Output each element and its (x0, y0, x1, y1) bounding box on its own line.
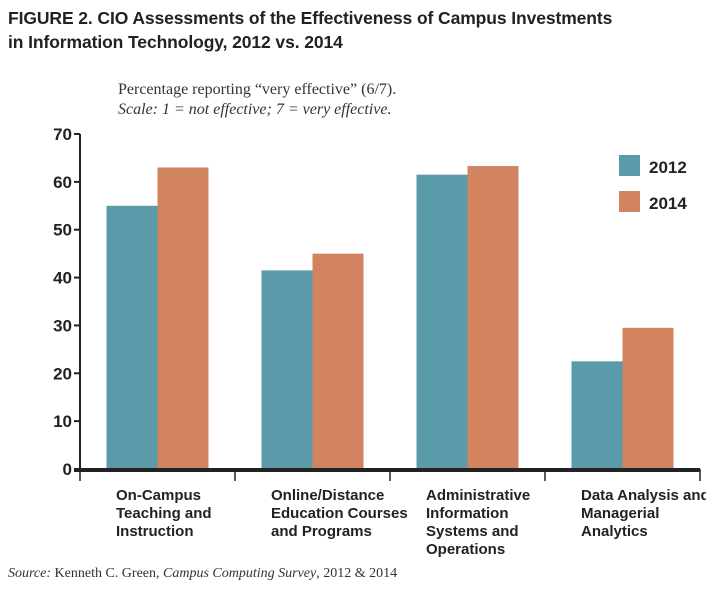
source-author: Kenneth C. Green, (51, 566, 163, 581)
chart-note-line1: Percentage reporting “very effective” (6… (118, 81, 397, 98)
bar-2014-1 (312, 253, 364, 469)
legend-label-2012: 2012 (649, 158, 687, 177)
bar-2012-3 (571, 361, 623, 469)
chart-note: Percentage reporting “very effective” (6… (118, 80, 396, 120)
figure-title: FIGURE 2. CIO Assessments of the Effecti… (8, 6, 698, 54)
y-tick-label: 50 (53, 221, 72, 240)
bar-2014-0 (157, 167, 209, 469)
y-tick-label: 0 (63, 460, 72, 479)
y-tick-label: 20 (53, 364, 72, 383)
legend-label-2014: 2014 (649, 194, 687, 213)
y-tick-label: 30 (53, 316, 72, 335)
figure-title-line1: FIGURE 2. CIO Assessments of the Effecti… (8, 8, 613, 28)
legend-swatch-2012 (619, 155, 640, 176)
x-category-label: Data Analysis and Managerial Analytics (581, 487, 706, 540)
source-label: Source: (8, 566, 52, 581)
x-category-label: Administrative Information Systems and Oper… (426, 487, 530, 558)
bar-2014-2 (467, 166, 519, 470)
x-category-label: Online/Distance Education Courses and Prog… (271, 487, 408, 540)
source-title: Campus Computing Survey (163, 566, 317, 581)
bar-2012-0 (106, 205, 158, 470)
chart-note-line2: Scale: 1 = not effective; 7 = very effec… (118, 101, 392, 118)
y-tick-label: 60 (53, 173, 72, 192)
bar-2012-1 (261, 270, 313, 469)
y-tick-label: 70 (53, 125, 72, 144)
y-tick-label: 10 (53, 412, 72, 431)
source-note: Source: Kenneth C. Green, Campus Computi… (8, 566, 397, 582)
legend-swatch-2014 (619, 191, 640, 212)
figure-title-line2: in Information Technology, 2012 vs. 2014 (8, 32, 343, 52)
y-tick-label: 40 (53, 269, 72, 288)
bar-2012-2 (416, 174, 468, 469)
bar-2014-3 (622, 327, 674, 469)
x-category-label: On-Campus Teaching and Instruction (116, 487, 212, 540)
source-years: , 2012 & 2014 (316, 566, 398, 581)
